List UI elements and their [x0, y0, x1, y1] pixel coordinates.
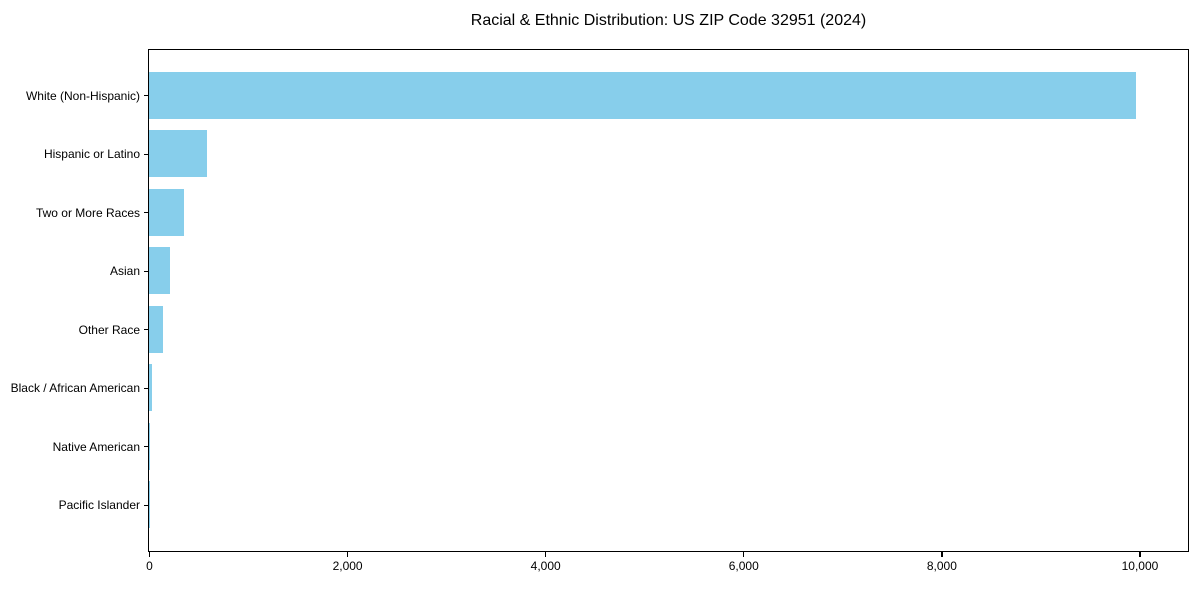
y-tick-mark — [144, 446, 148, 448]
y-tick-mark — [144, 329, 148, 331]
x-tick-mark — [941, 552, 943, 557]
bar-1 — [149, 71, 1137, 119]
bar-3 — [149, 188, 185, 236]
y-tick-mark — [144, 212, 148, 214]
bar-4 — [149, 247, 171, 295]
x-tick-label: 0 — [146, 559, 153, 573]
x-tick-mark — [743, 552, 745, 557]
x-tick-mark — [545, 552, 547, 557]
y-tick-label: Asian — [109, 264, 140, 279]
bar-6 — [149, 364, 153, 412]
y-tick-label: Pacific Islander — [58, 498, 140, 513]
y-tick-label: Hispanic or Latino — [43, 147, 140, 162]
x-tick-mark — [346, 552, 349, 557]
x-tick-mark — [148, 552, 151, 557]
chart-title: Racial & Ethnic Distribution: US ZIP Cod… — [470, 12, 867, 29]
x-tick-label: 8,000 — [926, 559, 957, 573]
bar-2 — [149, 130, 208, 178]
x-tick-label: 4,000 — [530, 559, 561, 573]
y-tick-mark — [144, 95, 148, 97]
bar-7 — [149, 422, 150, 470]
y-tick-label: Native American — [52, 439, 140, 454]
y-tick-label: Two or More Races — [35, 205, 140, 220]
y-tick-mark — [144, 153, 148, 155]
y-tick-label: Other Race — [78, 322, 140, 337]
y-tick-mark — [144, 504, 148, 506]
plot-area — [148, 49, 1189, 552]
y-tick-mark — [144, 270, 148, 272]
bar-5 — [149, 305, 163, 353]
y-tick-mark — [144, 387, 148, 389]
x-tick-label: 2,000 — [332, 559, 363, 573]
x-tick-mark — [1139, 552, 1141, 557]
y-tick-label: Black / African American — [10, 381, 140, 396]
x-tick-label: 6,000 — [728, 559, 759, 573]
y-tick-label: White (Non-Hispanic) — [25, 88, 140, 103]
x-tick-label: 10,000 — [1121, 559, 1159, 573]
